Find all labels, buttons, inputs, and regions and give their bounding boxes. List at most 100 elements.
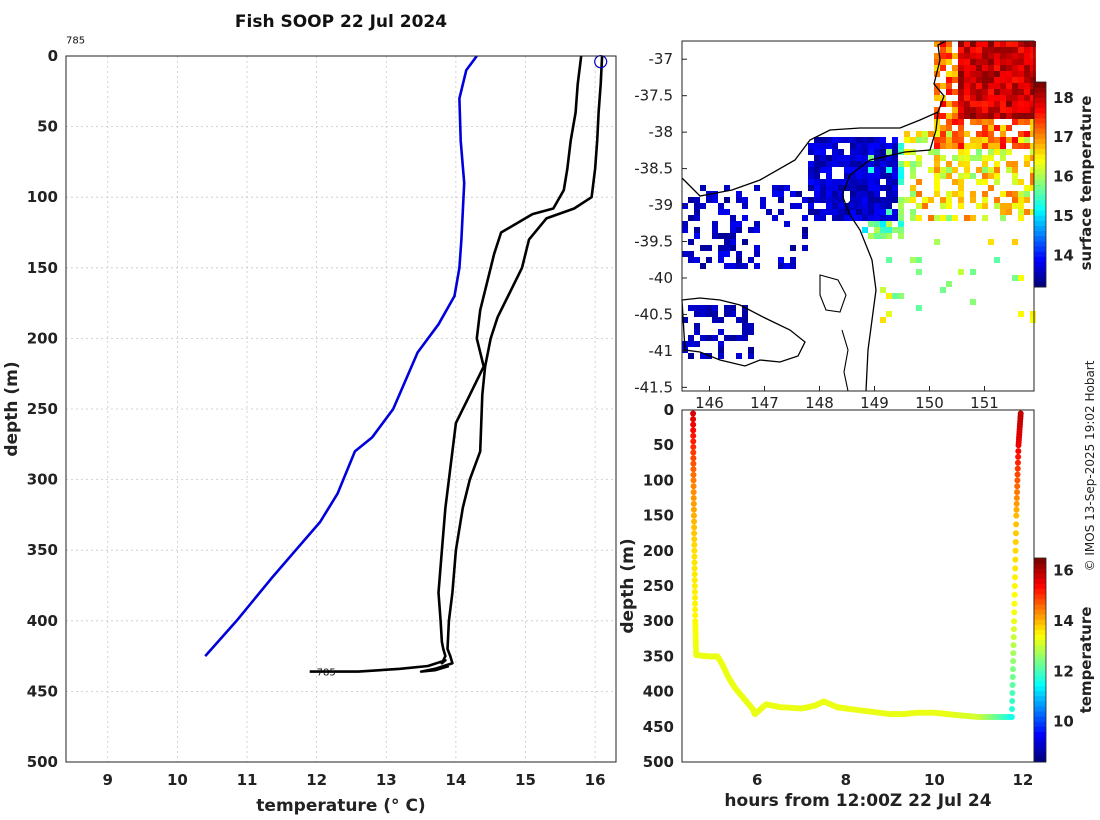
sst-cell (952, 191, 958, 197)
sst-cell (904, 161, 910, 167)
map-colorbar-segment (1034, 107, 1046, 114)
sst-cell (946, 59, 952, 65)
sst-cell (874, 143, 880, 149)
sst-cell (886, 161, 892, 167)
sst-cell (826, 191, 832, 197)
sst-cell (1024, 119, 1030, 125)
section-sample-point (1010, 658, 1017, 665)
sst-cell (910, 215, 916, 221)
section-sample-point (691, 594, 698, 601)
sst-cell (808, 173, 814, 179)
sst-cell (736, 221, 742, 227)
sst-cell (976, 53, 982, 59)
sst-cell (982, 203, 988, 209)
sst-cell (808, 197, 814, 203)
sst-cell (730, 227, 736, 233)
sst-cell (982, 65, 988, 71)
sst-cell (862, 179, 868, 185)
sst-cell (982, 47, 988, 53)
sst-cell (868, 215, 874, 221)
sst-cell (868, 221, 874, 227)
sst-cell (778, 197, 784, 203)
sst-cell (1012, 107, 1018, 113)
sst-cell (814, 179, 820, 185)
sst-cell (1030, 119, 1036, 125)
section-background (682, 410, 1034, 762)
sst-cell (880, 317, 886, 323)
section-sample-point (1011, 609, 1018, 616)
sst-cell (694, 209, 700, 215)
sst-cell (700, 263, 706, 269)
map-xtick-label: 150 (915, 394, 944, 412)
sst-cell (694, 323, 700, 329)
sst-cell (988, 167, 994, 173)
profile-chart: 9 10 11 12 13 14 15 16 0 50 100 150 200 250 300 350 400 4… (2, 35, 617, 816)
profile-xtick-label: 11 (237, 771, 258, 789)
sst-cell (1000, 137, 1006, 143)
sst-cell (988, 53, 994, 59)
sst-cell (850, 185, 856, 191)
sst-cell (688, 335, 694, 341)
sst-cell (718, 329, 724, 335)
sst-cell (1030, 311, 1036, 317)
section-sample-point (691, 553, 698, 560)
sst-cell (1000, 113, 1006, 119)
section-ytick-label: 50 (653, 436, 674, 454)
sst-cell (964, 65, 970, 71)
island-outline (819, 274, 847, 313)
sst-cell (880, 233, 886, 239)
section-colorbar-frame (1033, 557, 1047, 763)
sst-cell (892, 161, 898, 167)
section-sample-point (691, 583, 698, 589)
sst-cell (706, 335, 712, 341)
section-sample-point (1008, 713, 1015, 720)
section-sample-point (1014, 483, 1021, 490)
sst-cell (1018, 119, 1024, 125)
profile-ytick-label: 250 (27, 400, 58, 418)
sst-cell (1000, 107, 1006, 113)
sst-cell (934, 173, 940, 179)
section-sample-point (691, 577, 698, 584)
sst-cell (832, 137, 838, 143)
sst-cell (874, 149, 880, 155)
sst-cell (730, 335, 736, 341)
section-sample-point (690, 438, 697, 445)
sst-cell (940, 47, 946, 53)
sst-cell (694, 227, 700, 233)
sst-cell (850, 215, 856, 221)
section-colorbar-segment (1034, 731, 1046, 737)
sst-cell (706, 257, 712, 263)
sst-cell (892, 149, 898, 155)
map-colorbar-segment (1034, 266, 1046, 273)
sst-cell (910, 167, 916, 173)
sst-cell (1006, 167, 1012, 173)
sst-cell (940, 41, 946, 47)
sst-cell (826, 143, 832, 149)
section-sample-point (692, 600, 699, 607)
sst-cell (1018, 143, 1024, 149)
sst-cell (952, 65, 958, 71)
sst-cell (976, 95, 982, 101)
section-sample-point (1010, 634, 1017, 641)
sst-cell (916, 269, 922, 275)
sst-cell (958, 173, 964, 179)
sst-cell (694, 203, 700, 209)
section-colorbar-segment (1034, 721, 1046, 727)
profile-xtick-label: 13 (376, 771, 397, 789)
section-sample-point (1014, 471, 1021, 478)
sst-cell (1030, 131, 1036, 137)
sst-cell (880, 137, 886, 143)
map-colorbar-tick-label: 15 (1053, 207, 1074, 225)
sst-cell (880, 215, 886, 221)
sst-cell (1000, 203, 1006, 209)
sst-cell (904, 197, 910, 203)
sst-cell (910, 197, 916, 203)
sst-cell (964, 143, 970, 149)
sst-cell (832, 179, 838, 185)
sst-cell (934, 95, 940, 101)
sst-cell (790, 257, 796, 263)
sst-cell (694, 311, 700, 317)
sst-cell (1030, 209, 1036, 215)
sst-cell (808, 161, 814, 167)
sst-cell (682, 251, 688, 257)
